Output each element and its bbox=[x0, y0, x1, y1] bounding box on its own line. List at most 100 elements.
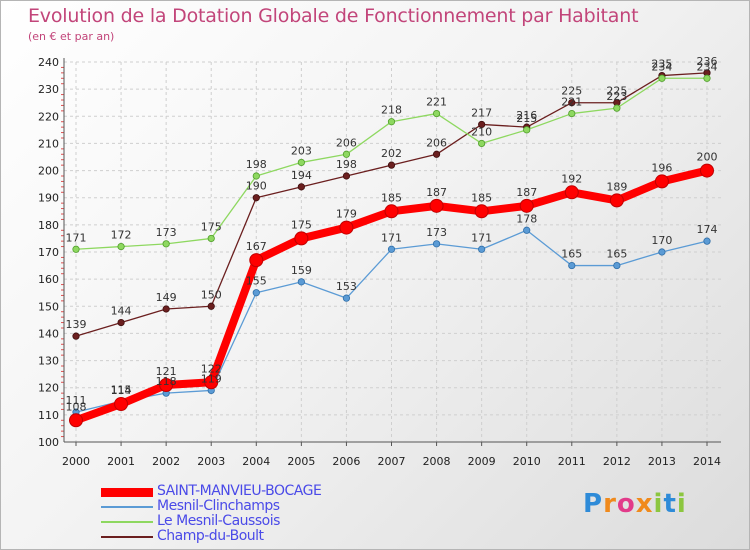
data-point-saint-manvieu-bocage bbox=[114, 397, 129, 411]
data-point-champ-du-boult bbox=[387, 161, 396, 169]
data-point-mesnil-clinchamps bbox=[342, 294, 351, 302]
data-point-mesnil-clinchamps bbox=[478, 245, 486, 253]
legend-label: Le Mesnil-Caussois bbox=[157, 513, 280, 529]
data-label-le-mesnil-caussois: 215 bbox=[516, 112, 537, 125]
data-point-mesnil-clinchamps bbox=[613, 261, 621, 270]
chart-title: Evolution de la Dotation Globale de Fonc… bbox=[28, 5, 639, 27]
chart-subtitle: (en € et par an) bbox=[28, 30, 115, 43]
data-label-mesnil-clinchamps: 170 bbox=[651, 234, 672, 247]
data-label-saint-manvieu-bocage: 192 bbox=[561, 172, 582, 185]
data-label-saint-manvieu-bocage: 200 bbox=[697, 151, 718, 164]
y-tick-label: 200 bbox=[38, 165, 59, 178]
data-label-le-mesnil-caussois: 198 bbox=[246, 158, 267, 171]
y-tick-label: 150 bbox=[38, 300, 59, 313]
data-point-champ-du-boult bbox=[568, 99, 576, 107]
data-label-mesnil-clinchamps: 155 bbox=[246, 275, 267, 288]
data-label-le-mesnil-caussois: 221 bbox=[426, 96, 447, 109]
data-point-champ-du-boult bbox=[207, 302, 215, 310]
data-point-champ-du-boult bbox=[252, 194, 260, 202]
data-point-mesnil-clinchamps bbox=[703, 237, 711, 245]
data-label-champ-du-boult: 236 bbox=[697, 55, 718, 68]
legend-label: Mesnil-Clinchamps bbox=[157, 498, 280, 514]
data-label-mesnil-clinchamps: 159 bbox=[291, 264, 312, 277]
data-label-saint-manvieu-bocage: 187 bbox=[426, 186, 447, 199]
x-tick-label: 2011 bbox=[558, 455, 586, 468]
data-label-le-mesnil-caussois: 218 bbox=[381, 104, 402, 117]
data-label-mesnil-clinchamps: 173 bbox=[426, 226, 447, 239]
data-point-saint-manvieu-bocage bbox=[69, 413, 83, 428]
proxiti-logo: Proxiti bbox=[583, 489, 687, 519]
data-label-saint-manvieu-bocage: 175 bbox=[291, 218, 312, 231]
data-point-mesnil-clinchamps bbox=[297, 278, 305, 286]
legend-swatch bbox=[101, 536, 153, 538]
logo-letter: P bbox=[583, 489, 604, 519]
data-label-saint-manvieu-bocage: 167 bbox=[246, 240, 267, 253]
data-label-saint-manvieu-bocage: 179 bbox=[336, 208, 357, 221]
logo-letter: t bbox=[663, 489, 677, 519]
data-label-le-mesnil-caussois: 172 bbox=[111, 229, 132, 242]
y-tick-label: 210 bbox=[38, 137, 59, 150]
x-tick-label: 2007 bbox=[378, 455, 406, 468]
data-point-le-mesnil-caussois bbox=[207, 234, 215, 243]
data-point-saint-manvieu-bocage bbox=[700, 163, 714, 178]
logo-letter: i bbox=[676, 489, 687, 519]
y-tick-label: 240 bbox=[38, 56, 59, 69]
logo-letter: x bbox=[635, 489, 654, 519]
data-label-saint-manvieu-bocage: 187 bbox=[516, 186, 537, 199]
y-tick-label: 230 bbox=[38, 83, 59, 96]
data-point-mesnil-clinchamps bbox=[387, 245, 396, 253]
axes: 100 110 120 130 140 150 160 170 180 190 200 210 220 2… bbox=[38, 56, 721, 468]
data-point-champ-du-boult bbox=[478, 120, 486, 129]
legend-label: Champ-du-Boult bbox=[157, 528, 264, 544]
data-point-champ-du-boult bbox=[297, 183, 305, 191]
data-label-champ-du-boult: 202 bbox=[381, 147, 402, 160]
legend-swatch bbox=[101, 521, 153, 523]
x-tick-label: 2003 bbox=[197, 455, 225, 468]
data-label-le-mesnil-caussois: 175 bbox=[201, 220, 222, 233]
data-label-saint-manvieu-bocage: 108 bbox=[66, 400, 87, 413]
data-label-mesnil-clinchamps: 115 bbox=[111, 383, 132, 396]
data-point-saint-manvieu-bocage bbox=[519, 198, 534, 213]
x-tick-label: 2006 bbox=[332, 455, 360, 468]
data-label-le-mesnil-caussois: 203 bbox=[291, 144, 312, 157]
data-label-saint-manvieu-bocage: 185 bbox=[471, 191, 492, 204]
data-label-champ-du-boult: 190 bbox=[246, 180, 267, 193]
y-tick-label: 120 bbox=[38, 382, 59, 395]
data-point-le-mesnil-caussois bbox=[342, 150, 351, 158]
data-point-champ-du-boult bbox=[162, 305, 170, 313]
y-tick-label: 190 bbox=[38, 192, 59, 205]
data-point-saint-manvieu-bocage bbox=[654, 174, 669, 189]
y-tick-label: 100 bbox=[38, 436, 59, 449]
data-label-saint-manvieu-bocage: 114 bbox=[111, 384, 132, 397]
data-point-champ-du-boult bbox=[432, 150, 441, 158]
data-point-le-mesnil-caussois bbox=[568, 109, 576, 118]
data-label-champ-du-boult: 235 bbox=[651, 58, 672, 71]
y-tick-label: 170 bbox=[38, 246, 59, 259]
data-label-champ-du-boult: 225 bbox=[561, 85, 582, 98]
y-tick-label: 130 bbox=[38, 355, 59, 368]
data-point-champ-du-boult bbox=[342, 172, 351, 180]
data-label-le-mesnil-caussois: 234 bbox=[697, 60, 718, 73]
data-label-saint-manvieu-bocage: 189 bbox=[606, 180, 627, 193]
series-layer bbox=[69, 69, 714, 428]
x-tick-label: 2014 bbox=[693, 455, 721, 468]
data-label-champ-du-boult: 206 bbox=[426, 136, 447, 149]
data-label-saint-manvieu-bocage: 122 bbox=[201, 362, 222, 375]
data-point-le-mesnil-caussois bbox=[252, 172, 260, 180]
data-point-le-mesnil-caussois bbox=[523, 126, 531, 134]
data-label-champ-du-boult: 225 bbox=[606, 85, 627, 98]
data-label-le-mesnil-caussois: 234 bbox=[651, 60, 672, 73]
y-tick-label: 160 bbox=[38, 273, 59, 286]
x-tick-label: 2010 bbox=[513, 455, 541, 468]
data-point-le-mesnil-caussois bbox=[162, 240, 170, 248]
x-tick-label: 2012 bbox=[603, 455, 631, 468]
data-label-mesnil-clinchamps: 174 bbox=[697, 223, 718, 236]
data-label-le-mesnil-caussois: 173 bbox=[156, 226, 177, 239]
x-tick-label: 2001 bbox=[107, 455, 135, 468]
data-point-saint-manvieu-bocage bbox=[204, 375, 219, 390]
data-label-mesnil-clinchamps: 118 bbox=[156, 375, 177, 388]
data-point-champ-du-boult bbox=[117, 318, 125, 327]
data-point-le-mesnil-caussois bbox=[613, 104, 621, 112]
data-point-le-mesnil-caussois bbox=[117, 242, 125, 251]
data-label-champ-du-boult: 217 bbox=[471, 106, 492, 119]
